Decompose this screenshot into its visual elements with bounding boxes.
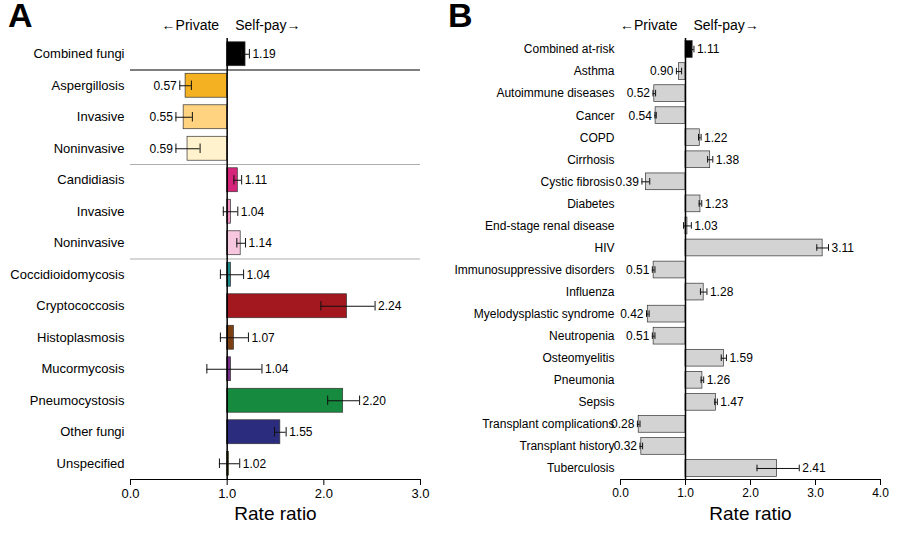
svg-text:Cancer: Cancer <box>576 109 615 123</box>
svg-text:1.38: 1.38 <box>716 153 740 167</box>
svg-text:Self-pay→: Self-pay→ <box>235 17 300 33</box>
svg-text:Coccidioidomycosis: Coccidioidomycosis <box>10 267 125 282</box>
svg-text:0.42: 0.42 <box>620 307 644 321</box>
svg-text:Transplant complications: Transplant complications <box>482 417 614 431</box>
svg-text:Other fungi: Other fungi <box>60 424 124 439</box>
svg-text:Combined at-risk: Combined at-risk <box>524 42 616 56</box>
svg-text:Noninvasive: Noninvasive <box>54 141 125 156</box>
svg-text:1.02: 1.02 <box>243 457 267 471</box>
svg-text:Asthma: Asthma <box>574 64 615 78</box>
svg-text:1.11: 1.11 <box>245 173 268 187</box>
svg-text:1.19: 1.19 <box>252 47 276 61</box>
svg-text:1.55: 1.55 <box>289 425 313 439</box>
svg-text:2.24: 2.24 <box>378 299 402 313</box>
svg-text:2.0: 2.0 <box>315 486 333 501</box>
svg-text:Neutropenia: Neutropenia <box>549 329 615 343</box>
svg-text:Rate ratio: Rate ratio <box>234 503 316 524</box>
svg-text:←Private: ←Private <box>620 17 678 33</box>
svg-text:1.04: 1.04 <box>265 362 289 376</box>
svg-text:←Private: ←Private <box>162 17 220 33</box>
svg-text:1.28: 1.28 <box>710 285 734 299</box>
svg-text:1.04: 1.04 <box>247 268 271 282</box>
svg-text:1.22: 1.22 <box>704 131 728 145</box>
svg-text:Candidiasis: Candidiasis <box>57 172 125 187</box>
svg-text:HIV: HIV <box>594 241 614 255</box>
svg-text:Influenza: Influenza <box>566 285 615 299</box>
svg-text:Histoplasmosis: Histoplasmosis <box>37 330 125 345</box>
svg-text:2.0: 2.0 <box>742 486 759 500</box>
svg-text:1.04: 1.04 <box>241 205 265 219</box>
svg-text:1.07: 1.07 <box>251 331 275 345</box>
svg-text:0.55: 0.55 <box>150 110 174 124</box>
svg-text:Combined fungi: Combined fungi <box>33 46 124 61</box>
svg-text:0.39: 0.39 <box>616 175 640 189</box>
svg-text:1.59: 1.59 <box>729 351 753 365</box>
svg-text:COPD: COPD <box>580 131 615 145</box>
svg-text:Cryptococcosis: Cryptococcosis <box>36 298 125 313</box>
svg-text:0.90: 0.90 <box>650 64 674 78</box>
svg-text:3.11: 3.11 <box>832 241 855 255</box>
svg-text:Aspergillosis: Aspergillosis <box>52 78 125 93</box>
svg-text:0.28: 0.28 <box>611 417 635 431</box>
svg-text:3.0: 3.0 <box>807 486 824 500</box>
svg-text:0.51: 0.51 <box>626 263 650 277</box>
svg-text:Invasive: Invasive <box>77 204 125 219</box>
svg-text:Cystic fibrosis: Cystic fibrosis <box>540 175 614 189</box>
svg-text:End-stage renal disease: End-stage renal disease <box>485 219 615 233</box>
svg-text:Myelodysplastic syndrome: Myelodysplastic syndrome <box>474 307 615 321</box>
svg-text:Cirrhosis: Cirrhosis <box>567 153 614 167</box>
svg-text:3.0: 3.0 <box>411 486 429 501</box>
svg-text:1.14: 1.14 <box>249 236 273 250</box>
svg-text:2.41: 2.41 <box>802 461 826 475</box>
svg-text:Diabetes: Diabetes <box>567 197 614 211</box>
svg-text:1.11: 1.11 <box>697 42 720 56</box>
svg-text:0.57: 0.57 <box>153 79 177 93</box>
svg-text:2.20: 2.20 <box>363 394 387 408</box>
svg-text:1.23: 1.23 <box>705 197 729 211</box>
svg-text:0.59: 0.59 <box>150 142 174 156</box>
svg-text:Transplant history: Transplant history <box>520 439 615 453</box>
svg-text:Autoimmune diseases: Autoimmune diseases <box>496 86 614 100</box>
svg-text:0.51: 0.51 <box>626 329 650 343</box>
svg-text:Tuberculosis: Tuberculosis <box>547 461 615 475</box>
svg-text:Pneumonia: Pneumonia <box>554 373 615 387</box>
svg-text:1.0: 1.0 <box>218 486 236 501</box>
svg-text:Unspecified: Unspecified <box>57 456 125 471</box>
svg-text:0.52: 0.52 <box>627 86 651 100</box>
svg-text:1.47: 1.47 <box>720 395 744 409</box>
svg-text:Invasive: Invasive <box>77 109 125 124</box>
svg-text:Mucormycosis: Mucormycosis <box>41 361 125 376</box>
svg-text:1.26: 1.26 <box>707 373 731 387</box>
svg-text:0.32: 0.32 <box>614 439 638 453</box>
svg-text:Noninvasive: Noninvasive <box>54 235 125 250</box>
svg-text:4.0: 4.0 <box>872 486 889 500</box>
svg-text:0.0: 0.0 <box>121 486 139 501</box>
svg-text:1.03: 1.03 <box>694 219 718 233</box>
svg-text:Osteomyelitis: Osteomyelitis <box>542 351 614 365</box>
svg-text:0.0: 0.0 <box>612 486 629 500</box>
svg-text:0.54: 0.54 <box>629 109 653 123</box>
svg-text:1.0: 1.0 <box>677 486 694 500</box>
svg-text:Rate ratio: Rate ratio <box>709 503 791 524</box>
svg-text:Self-pay→: Self-pay→ <box>694 17 759 33</box>
svg-text:Pneumocystosis: Pneumocystosis <box>30 393 125 408</box>
svg-text:Sepsis: Sepsis <box>578 395 614 409</box>
svg-text:Immunosuppressive disorders: Immunosuppressive disorders <box>454 263 614 277</box>
